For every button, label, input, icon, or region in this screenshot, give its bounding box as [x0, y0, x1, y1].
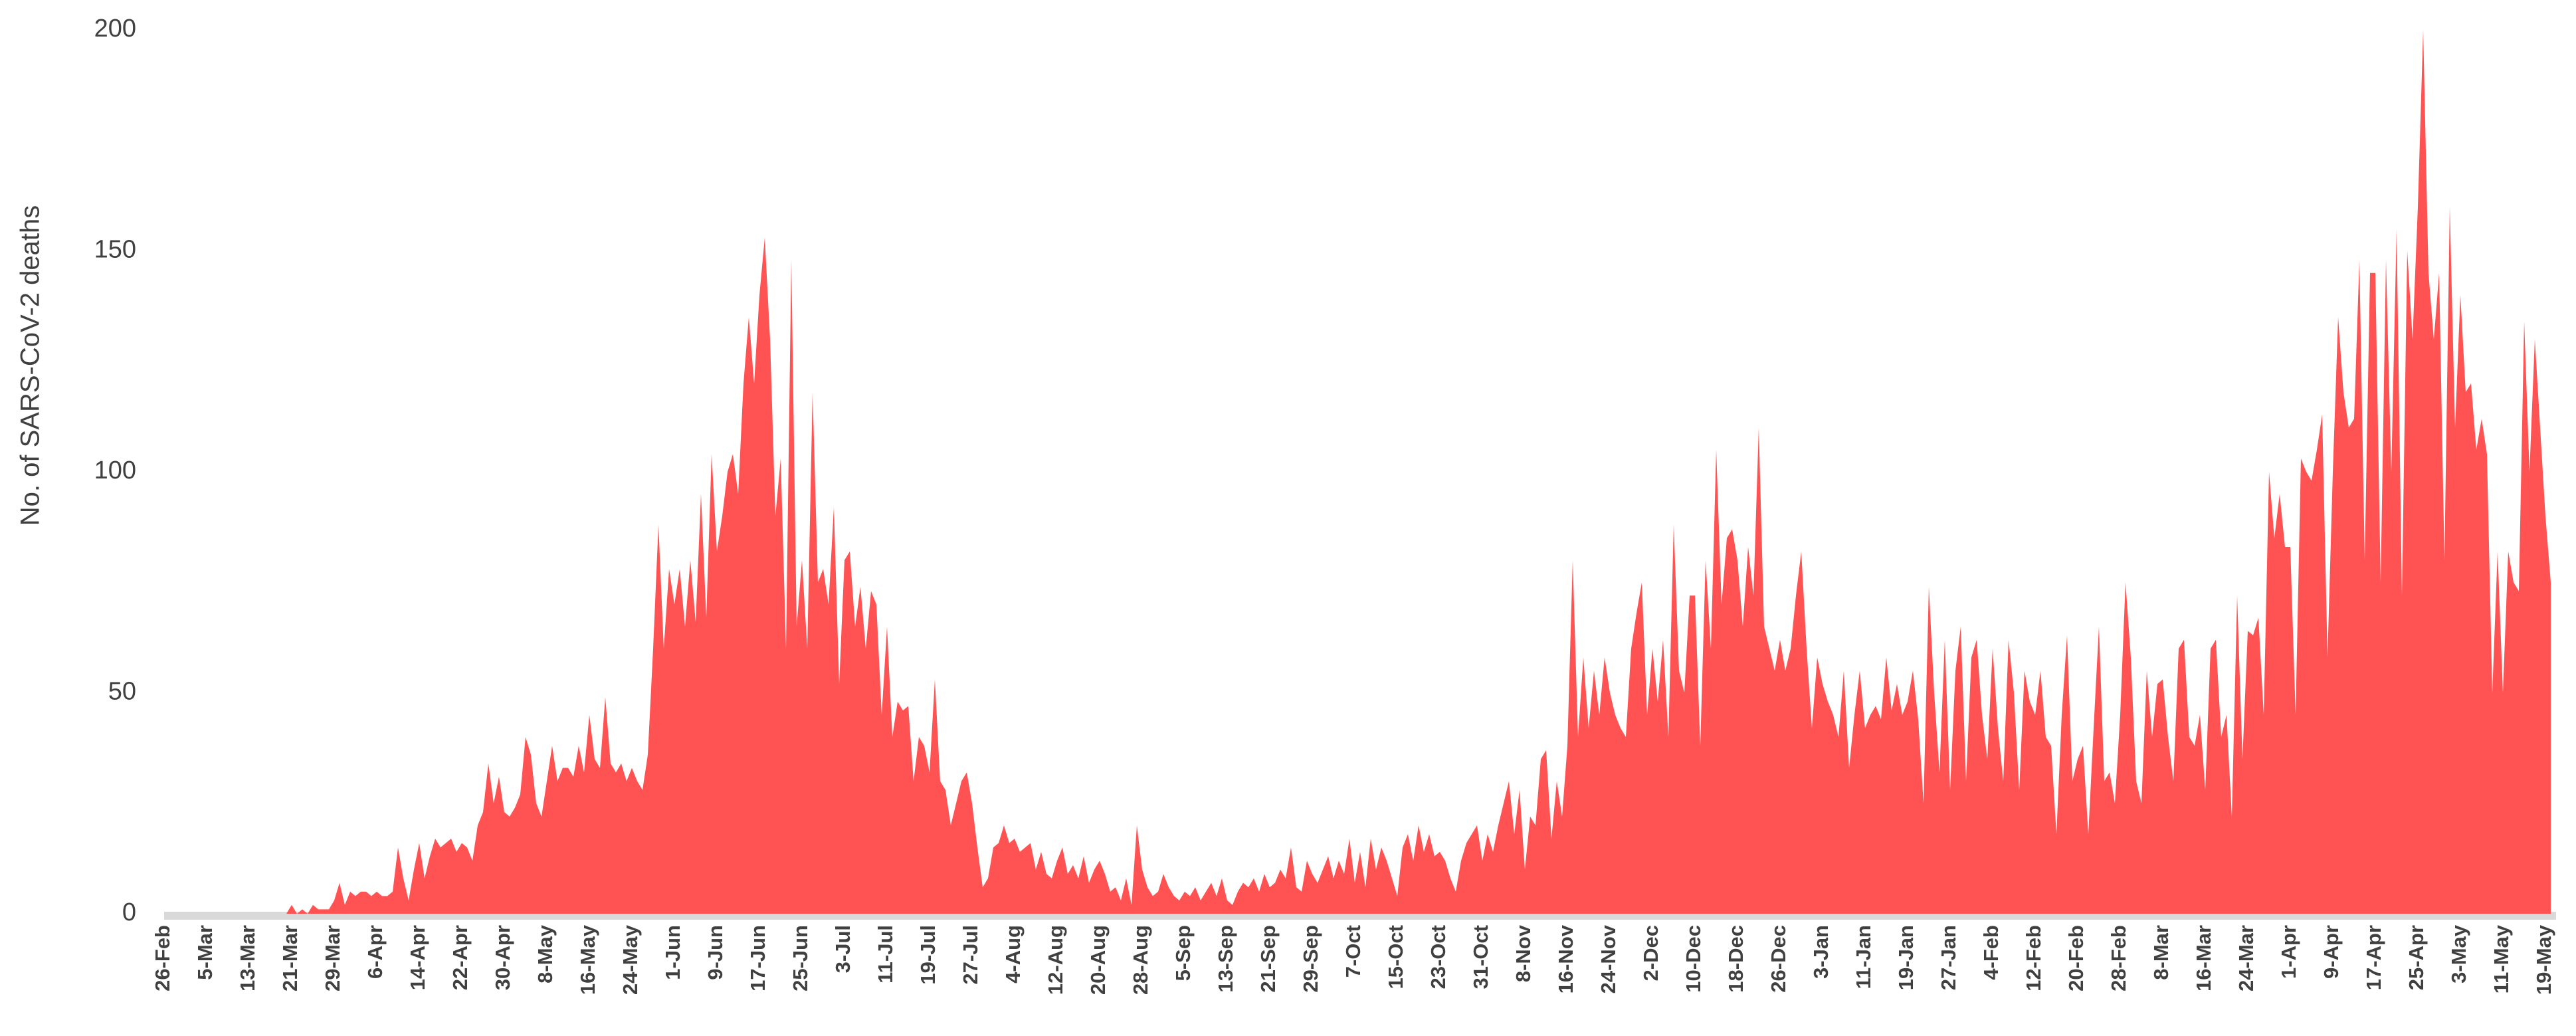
x-tick-label: 10-Dec	[1682, 925, 1705, 993]
x-tick-label: 5-Sep	[1171, 925, 1195, 981]
x-tick-label: 16-Mar	[2192, 925, 2215, 991]
x-tick-label: 24-Nov	[1597, 924, 1620, 993]
x-tick-label: 9-Apr	[2320, 925, 2343, 979]
x-tick-label: 31-Oct	[1469, 925, 1492, 989]
x-tick-label: 5-Mar	[193, 925, 217, 980]
x-tick-label: 17-Jun	[746, 925, 769, 991]
x-tick-label: 28-Aug	[1129, 925, 1152, 995]
x-tick-label: 18-Dec	[1724, 925, 1747, 993]
x-tick-label: 26-Feb	[151, 925, 174, 991]
x-tick-label: 16-Nov	[1554, 924, 1577, 993]
x-tick-label: 6-Apr	[363, 925, 387, 979]
x-tick-label: 3-Jan	[1809, 925, 1833, 979]
x-tick-label: 20-Aug	[1086, 925, 1110, 995]
x-tick-label: 29-Mar	[321, 925, 344, 991]
x-tick-label: 14-Apr	[406, 925, 429, 990]
y-tick-label: 50	[108, 678, 136, 706]
x-tick-label: 19-Jul	[916, 925, 940, 985]
x-tick-label: 29-Sep	[1299, 925, 1322, 993]
y-axis-title: No. of SARS-CoV-2 deaths	[16, 205, 45, 526]
x-tick-label: 2-Dec	[1639, 925, 1662, 981]
x-tick-label: 24-May	[619, 924, 642, 995]
y-tick-label: 150	[94, 236, 136, 264]
x-tick-label: 3-Jul	[831, 925, 854, 973]
x-tick-label: 7-Oct	[1341, 925, 1365, 978]
x-tick-label: 16-May	[576, 924, 599, 995]
x-tick-label: 27-Jan	[1937, 925, 1960, 990]
x-tick-label: 13-Mar	[236, 925, 259, 991]
x-tick-label: 9-Jun	[704, 925, 727, 980]
x-tick-label: 12-Aug	[1044, 925, 1067, 995]
x-tick-label: 19-Jan	[1894, 925, 1918, 990]
x-tick-label: 11-Jan	[1852, 925, 1875, 989]
x-tick-label: 1-Jun	[661, 925, 684, 980]
x-tick-label: 26-Dec	[1767, 925, 1790, 993]
y-tick-label: 0	[122, 898, 136, 926]
x-tick-label: 12-Feb	[2022, 925, 2045, 991]
x-tick-label: 4-Feb	[1979, 925, 2003, 980]
y-tick-label: 200	[94, 15, 136, 43]
x-tick-label: 21-Mar	[278, 925, 302, 991]
x-tick-label: 28-Feb	[2107, 925, 2130, 991]
x-tick-label: 13-Sep	[1214, 925, 1237, 993]
x-tick-label: 20-Feb	[2064, 925, 2088, 991]
x-tick-label: 11-May	[2490, 924, 2513, 993]
area	[164, 30, 2551, 914]
x-tick-label: 8-Mar	[2149, 925, 2173, 980]
x-tick-label: 3-May	[2447, 924, 2470, 984]
x-tick-label: 17-Apr	[2362, 925, 2385, 990]
x-tick-label: 19-May	[2532, 924, 2555, 995]
x-tick-label: 1-Apr	[2277, 925, 2300, 979]
x-tick-label: 8-Nov	[1512, 924, 1535, 982]
x-tick-label: 11-Jul	[874, 925, 897, 984]
x-tick-label: 23-Oct	[1427, 925, 1450, 989]
x-tick-label: 21-Sep	[1256, 925, 1280, 993]
x-tick-label: 25-Jun	[789, 925, 812, 991]
x-tick-label: 4-Aug	[1001, 925, 1025, 984]
y-tick-label: 100	[94, 457, 136, 484]
x-tick-label: 15-Oct	[1384, 925, 1407, 989]
x-tick-label: 25-Apr	[2405, 925, 2428, 990]
x-tick-label: 27-Jul	[959, 925, 982, 985]
x-tick-label: 8-May	[534, 924, 557, 984]
x-tick-label: 24-Mar	[2234, 925, 2258, 991]
x-tick-label: 30-Apr	[491, 925, 514, 990]
x-tick-label: 22-Apr	[448, 925, 472, 990]
